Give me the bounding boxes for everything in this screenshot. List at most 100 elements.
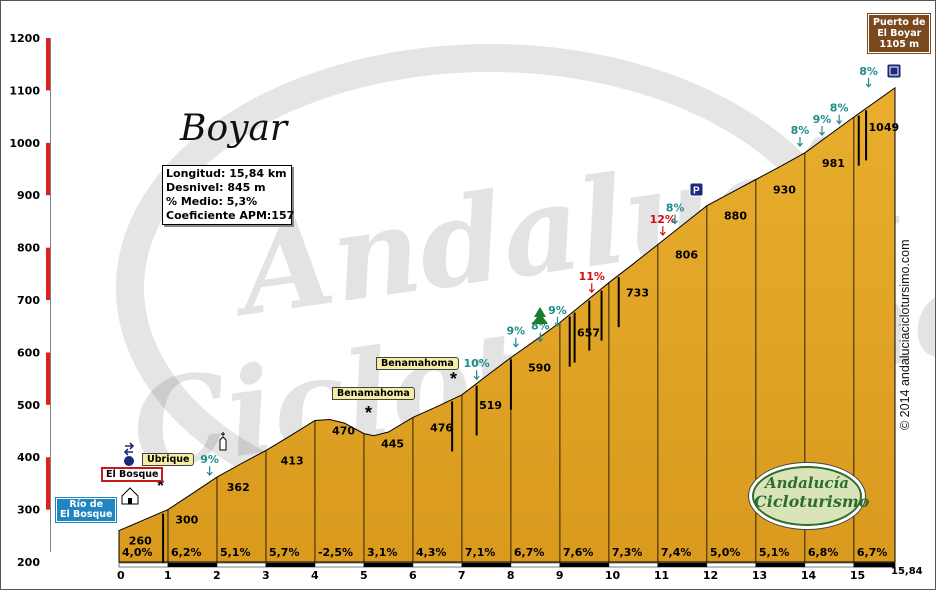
y-axis-band xyxy=(46,38,50,91)
slope-arrow xyxy=(512,337,519,348)
x-tick-label: 5 xyxy=(360,569,368,582)
x-axis-band xyxy=(804,562,855,568)
y-tick-label: 400 xyxy=(17,451,40,464)
y-tick-label: 300 xyxy=(17,504,40,517)
y-tick-label: 200 xyxy=(17,556,40,569)
slope-label: 11% xyxy=(579,270,605,283)
info-medio: % Medio: 5,3% xyxy=(166,195,258,208)
info-coeficiente: Coeficiente APM:157 xyxy=(166,209,295,222)
altitude-label: 657 xyxy=(577,327,600,340)
km-gradient-label: 7,1% xyxy=(465,546,496,559)
x-tick-label: 3 xyxy=(262,569,270,582)
y-tick-label: 800 xyxy=(17,242,40,255)
km-gradient-label: 5,0% xyxy=(710,546,741,559)
church-icon xyxy=(219,432,227,451)
slope-label: 8% xyxy=(830,102,849,115)
slope-arrow xyxy=(554,316,561,327)
slope-label: 8% xyxy=(859,65,878,78)
km-gradient-label: 5,1% xyxy=(759,546,790,559)
x-tick-label: 4 xyxy=(311,569,319,582)
copyright-text: © 2014 andaluciaciclotursimo.com xyxy=(898,239,912,430)
slope-arrow xyxy=(819,126,825,136)
slope-label: 9% xyxy=(200,453,219,466)
slope-label: 9% xyxy=(548,304,567,317)
altitude-label: 476 xyxy=(430,421,453,434)
altitude-label: 806 xyxy=(675,248,698,261)
place-label-el-bosque: El Bosque xyxy=(101,467,164,482)
slope-arrow xyxy=(537,332,544,343)
x-tick-label: 2 xyxy=(213,569,221,582)
junction-icon: * xyxy=(450,369,457,389)
km-gradient-label: 7,6% xyxy=(563,546,594,559)
slope-label: 9% xyxy=(506,325,525,338)
info-desnivel: Desnivel: 845 m xyxy=(166,181,266,194)
place-label-benamahoma: Benamahoma xyxy=(332,387,415,400)
x-tick-label: 6 xyxy=(409,569,417,582)
x-axis-band xyxy=(118,562,169,568)
logo-line1: Andalucía xyxy=(765,474,849,492)
altitude-label: 519 xyxy=(479,399,502,412)
y-axis-band xyxy=(46,90,50,143)
km-gradient-label: 3,1% xyxy=(367,546,398,559)
km-gradient-label: 4,3% xyxy=(416,546,447,559)
km-gradient-label: 6,7% xyxy=(514,546,545,559)
info-longitud: Longitud: 15,84 km xyxy=(166,167,287,180)
place-label-ubrique: Ubrique xyxy=(142,453,195,466)
summit-label-line: El Boyar xyxy=(877,28,922,39)
slope-label: 10% xyxy=(463,357,489,370)
y-tick-label: 1000 xyxy=(9,137,40,150)
x-axis-band xyxy=(461,562,512,568)
start-label-line: Río de xyxy=(69,499,104,510)
km-gradient-labels: 4,0% 6,2% 5,1% 5,7% -2,5% 3,1% 4,3% 7,1% 6,7% 7,6… xyxy=(122,546,887,559)
start-label: Río de El Bosque xyxy=(54,497,118,523)
x-tick-label: 7 xyxy=(458,569,466,582)
altitude-label: 260 xyxy=(129,535,152,548)
y-axis-band xyxy=(46,300,50,353)
x-axis-band xyxy=(706,562,757,568)
km-gradient-label: 5,1% xyxy=(220,546,251,559)
altitude-label: 470 xyxy=(332,425,355,438)
y-tick-label: 900 xyxy=(17,189,40,202)
km-gradient-label: 6,7% xyxy=(857,546,888,559)
km-gradient-label: 7,3% xyxy=(612,546,643,559)
route-info-box: Longitud: 15,84 km Desnivel: 845 m % Med… xyxy=(162,165,295,225)
slope-arrow xyxy=(836,114,843,125)
x-axis-band xyxy=(559,562,610,568)
x-tick-label: 8 xyxy=(507,569,515,582)
altitude-label: 362 xyxy=(227,481,250,494)
km-gradient-label: 7,4% xyxy=(661,546,692,559)
slope-arrow xyxy=(473,370,480,381)
junction-icon: * xyxy=(365,403,372,423)
altitude-label: 300 xyxy=(175,514,198,527)
y-axis-band xyxy=(46,195,50,248)
slope-label: 8% xyxy=(666,202,685,215)
x-axis-band xyxy=(853,562,896,568)
y-axis-band xyxy=(46,142,50,196)
y-tick-label: 1200 xyxy=(9,32,40,45)
x-tick-label: 13 xyxy=(752,569,767,582)
y-axis-band xyxy=(46,404,50,458)
profile-fill xyxy=(118,86,896,563)
place-label-benamahoma: Benamahoma xyxy=(376,357,459,370)
start-label-line: El Bosque xyxy=(60,509,113,520)
parking-icon: P xyxy=(689,182,704,197)
tree-icon xyxy=(532,307,548,324)
altitude-label: 981 xyxy=(822,157,845,170)
summit-sign-icon xyxy=(886,63,902,79)
altitude-label: 880 xyxy=(724,210,747,223)
summit-label-line: Puerto de xyxy=(873,17,926,28)
slope-arrow xyxy=(659,226,666,237)
km-gradient-label: 5,7% xyxy=(269,546,300,559)
slope-label: 8% xyxy=(791,124,810,137)
altitude-label: 1049 xyxy=(869,121,900,134)
logo-line2: Cicloturismo xyxy=(754,492,870,511)
x-axis-band xyxy=(216,562,267,568)
km-gradient-label: 4,0% xyxy=(122,546,153,559)
svg-text:P: P xyxy=(693,186,700,197)
junction-icon: * xyxy=(157,476,164,496)
altitude-label: 445 xyxy=(381,438,404,451)
slope-arrow xyxy=(588,283,595,294)
slope-arrow xyxy=(865,77,872,88)
y-tick-label: 600 xyxy=(17,346,40,359)
altitude-label: 733 xyxy=(626,287,649,300)
